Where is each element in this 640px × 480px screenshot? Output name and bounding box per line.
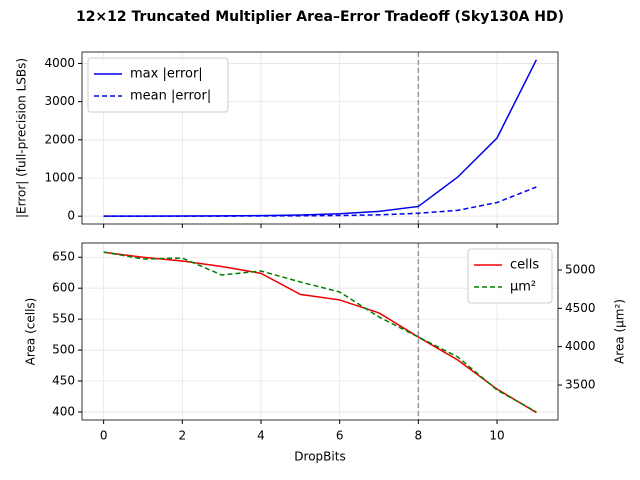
- legend: cells µm²: [467, 248, 553, 304]
- y-tick-label: 500: [52, 343, 75, 357]
- x-axis-label: DropBits: [294, 450, 345, 464]
- plot-frame: [81, 242, 559, 421]
- legend-box: [87, 57, 229, 113]
- y2-tick-label: 5000: [565, 262, 596, 276]
- y-tick-label: 550: [52, 312, 75, 326]
- y-tick-label: 450: [52, 374, 75, 388]
- legend-label: max |error|: [130, 67, 203, 82]
- x-tick-label: 10: [489, 429, 504, 443]
- y-tick-label: 600: [52, 281, 75, 295]
- x-tick-label: 8: [415, 429, 423, 443]
- series-line: [103, 251, 537, 414]
- x-tick-label: 0: [100, 429, 108, 443]
- series-line: [103, 251, 537, 413]
- legend-label: µm²: [510, 280, 536, 295]
- y-axis-label: |Error| (full-precision LSBs): [15, 58, 29, 218]
- y-tick-label: 0: [67, 209, 75, 223]
- y2-tick-label: 4000: [565, 339, 596, 353]
- y-axis-label: Area (cells): [24, 298, 38, 366]
- y2-axis-label: Area (µm²): [613, 299, 627, 364]
- y-tick-label: 2000: [44, 132, 75, 146]
- y-tick-label: 400: [52, 404, 75, 418]
- x-tick-label: 2: [178, 429, 186, 443]
- legend-label: mean |error|: [130, 89, 211, 104]
- plot-frame: [81, 51, 559, 225]
- y-tick-label: 1000: [44, 170, 75, 184]
- y2-tick-label: 3500: [565, 378, 596, 392]
- y2-tick-label: 4500: [565, 301, 596, 315]
- y-tick-label: 650: [52, 250, 75, 264]
- legend: max |error| mean |error|: [87, 57, 229, 113]
- y-tick-label: 3000: [44, 94, 75, 108]
- y-tick-label: 4000: [44, 56, 75, 70]
- figure-title: 12×12 Truncated Multiplier Area–Error Tr…: [76, 9, 564, 25]
- x-tick-label: 4: [257, 429, 265, 443]
- series-line: [103, 186, 537, 217]
- legend-label: cells: [510, 258, 539, 273]
- legend-box: [467, 248, 553, 304]
- x-tick-label: 6: [336, 429, 344, 443]
